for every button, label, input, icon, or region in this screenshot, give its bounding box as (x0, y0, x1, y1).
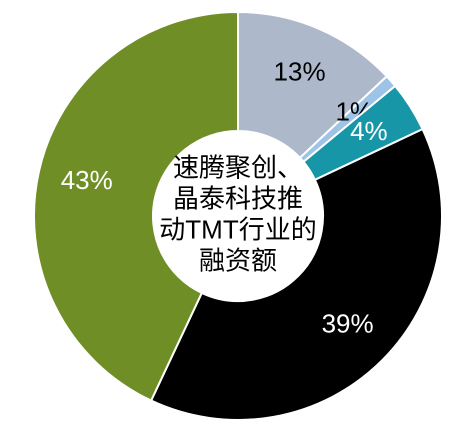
center-title: 动TMT行业的 (159, 214, 316, 244)
slice-label: 39% (322, 308, 374, 338)
slice-label: 13% (274, 57, 326, 87)
slice-label: 43% (61, 165, 113, 195)
center-title: 晶泰科技推 (173, 183, 303, 213)
donut-hole (153, 131, 323, 301)
center-title: 速腾聚创、 (173, 152, 303, 182)
center-title: 融资额 (199, 245, 277, 275)
slice-label: 4% (350, 116, 388, 146)
